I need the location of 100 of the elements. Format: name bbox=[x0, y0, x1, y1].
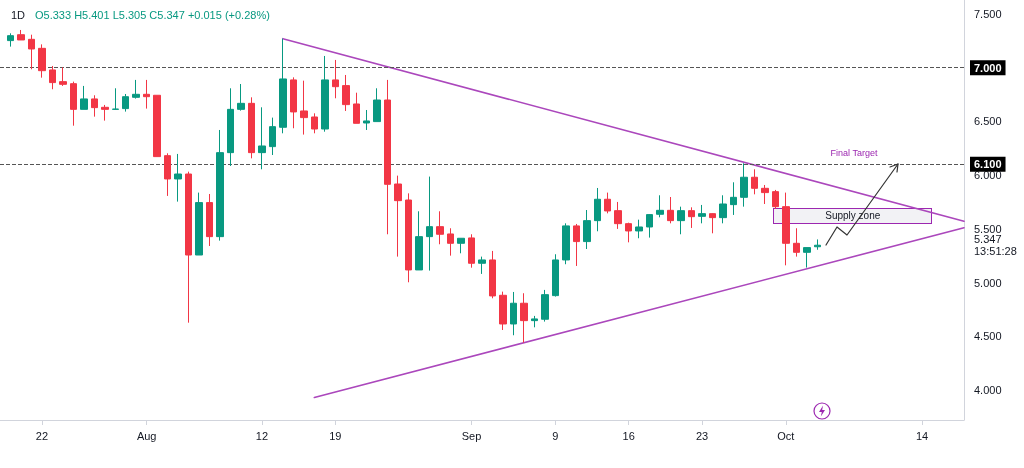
candlestick bbox=[635, 219, 643, 239]
candlestick bbox=[614, 201, 622, 230]
candlestick bbox=[709, 212, 716, 234]
candlestick bbox=[562, 222, 570, 265]
candlestick bbox=[279, 38, 287, 134]
candlestick bbox=[415, 210, 423, 271]
candlestick bbox=[552, 253, 559, 298]
ref-line-label: 7.000 bbox=[974, 61, 1002, 74]
candlestick bbox=[541, 289, 549, 323]
candlestick bbox=[258, 106, 266, 170]
x-tick-label: 19 bbox=[329, 429, 342, 442]
y-tick-label: 6.000 bbox=[974, 169, 1002, 182]
text: O5.333 H5.401 L5.305 C5.347 +0.015 (+0.28%) bbox=[35, 8, 270, 21]
candlestick bbox=[814, 238, 821, 251]
candlestick bbox=[520, 292, 528, 344]
candlestick bbox=[216, 129, 224, 242]
x-tick-label: 12 bbox=[255, 429, 269, 442]
candlestick bbox=[384, 79, 391, 235]
candlestick bbox=[457, 237, 465, 254]
candlestick bbox=[28, 34, 35, 70]
candlestick bbox=[248, 96, 255, 159]
x-tick-label: 23 bbox=[695, 429, 709, 442]
candlestick bbox=[656, 194, 664, 218]
candlestick bbox=[290, 76, 297, 129]
candlestick bbox=[185, 171, 192, 324]
candlestick bbox=[122, 93, 129, 113]
candlestick bbox=[604, 192, 611, 214]
candlestick bbox=[59, 66, 67, 87]
candlestick bbox=[625, 222, 632, 243]
candlestick bbox=[174, 153, 182, 203]
candlestick bbox=[667, 196, 674, 224]
candlestick bbox=[342, 74, 350, 112]
candlestick bbox=[478, 256, 486, 275]
candlestick bbox=[300, 80, 308, 136]
candlestick bbox=[143, 79, 150, 110]
candlestick bbox=[772, 189, 779, 210]
x-tick-label: 9 bbox=[552, 429, 559, 442]
y-tick-label: 4.000 bbox=[974, 383, 1002, 396]
candlestick bbox=[499, 291, 507, 331]
candlestick bbox=[405, 192, 412, 283]
y-tick-label: 6.500 bbox=[974, 115, 1002, 128]
x-tick-label: 22 bbox=[35, 429, 49, 442]
y-tick-label: 5.347 13:51:28 bbox=[974, 233, 1017, 258]
candlestick bbox=[531, 315, 538, 328]
candlestick bbox=[38, 43, 46, 79]
candlestick bbox=[573, 223, 580, 267]
candlestick bbox=[646, 213, 653, 239]
candlestick bbox=[730, 181, 737, 216]
candlestick bbox=[594, 187, 601, 232]
y-tick-label: 7.500 bbox=[974, 7, 1002, 20]
y-tick-label: 4.500 bbox=[974, 330, 1002, 343]
candlestick bbox=[112, 87, 119, 110]
candlestick bbox=[17, 29, 25, 41]
x-tick-label: Oct bbox=[777, 429, 795, 442]
candlestick bbox=[719, 194, 727, 224]
candlestick bbox=[363, 109, 370, 131]
candlestick bbox=[164, 152, 171, 197]
candlestick bbox=[698, 204, 706, 224]
candlestick bbox=[101, 104, 109, 122]
x-tick-label: Sep bbox=[461, 429, 482, 442]
candlestick bbox=[468, 233, 475, 269]
candlestick bbox=[394, 175, 402, 258]
candlestick bbox=[91, 94, 98, 118]
candlestick bbox=[132, 79, 140, 100]
candlestick bbox=[436, 210, 444, 245]
candlestick bbox=[510, 291, 517, 336]
ref-line-label: 6.100 bbox=[974, 158, 1002, 171]
candlestick bbox=[353, 92, 360, 124]
candlestick bbox=[803, 247, 811, 269]
y-tick-label: 5.000 bbox=[974, 276, 1002, 289]
candlestick bbox=[332, 59, 339, 99]
candlestick bbox=[49, 65, 56, 90]
annotation: Final Target bbox=[830, 148, 878, 159]
candlestick bbox=[793, 227, 800, 258]
candlestick bbox=[677, 206, 685, 235]
candlestick bbox=[751, 168, 758, 195]
candlestick bbox=[321, 55, 329, 133]
candlestick bbox=[583, 209, 591, 250]
candlestick bbox=[237, 83, 245, 112]
x-tick-label: 16 bbox=[622, 429, 635, 442]
candlestick bbox=[206, 193, 213, 247]
candlestick bbox=[740, 162, 748, 208]
candlestick bbox=[426, 176, 433, 272]
candlestick bbox=[195, 192, 203, 256]
candlestick bbox=[447, 227, 454, 257]
candlestick bbox=[153, 94, 161, 158]
candlestick bbox=[80, 85, 88, 110]
x-tick-label: 14 bbox=[915, 429, 929, 442]
candlestick bbox=[373, 87, 381, 123]
candlestick bbox=[761, 184, 769, 205]
candlestick bbox=[489, 250, 496, 299]
x-tick-label: Aug bbox=[136, 429, 157, 442]
text: 1D bbox=[11, 8, 26, 21]
candlestick bbox=[688, 206, 695, 229]
candlestick bbox=[782, 192, 790, 266]
y-tick-label: 5.500 bbox=[974, 222, 1002, 235]
candlestick bbox=[70, 81, 77, 127]
candlestick bbox=[227, 87, 234, 167]
labeled-box: Supply zone bbox=[773, 208, 933, 225]
candlestick bbox=[311, 112, 318, 134]
